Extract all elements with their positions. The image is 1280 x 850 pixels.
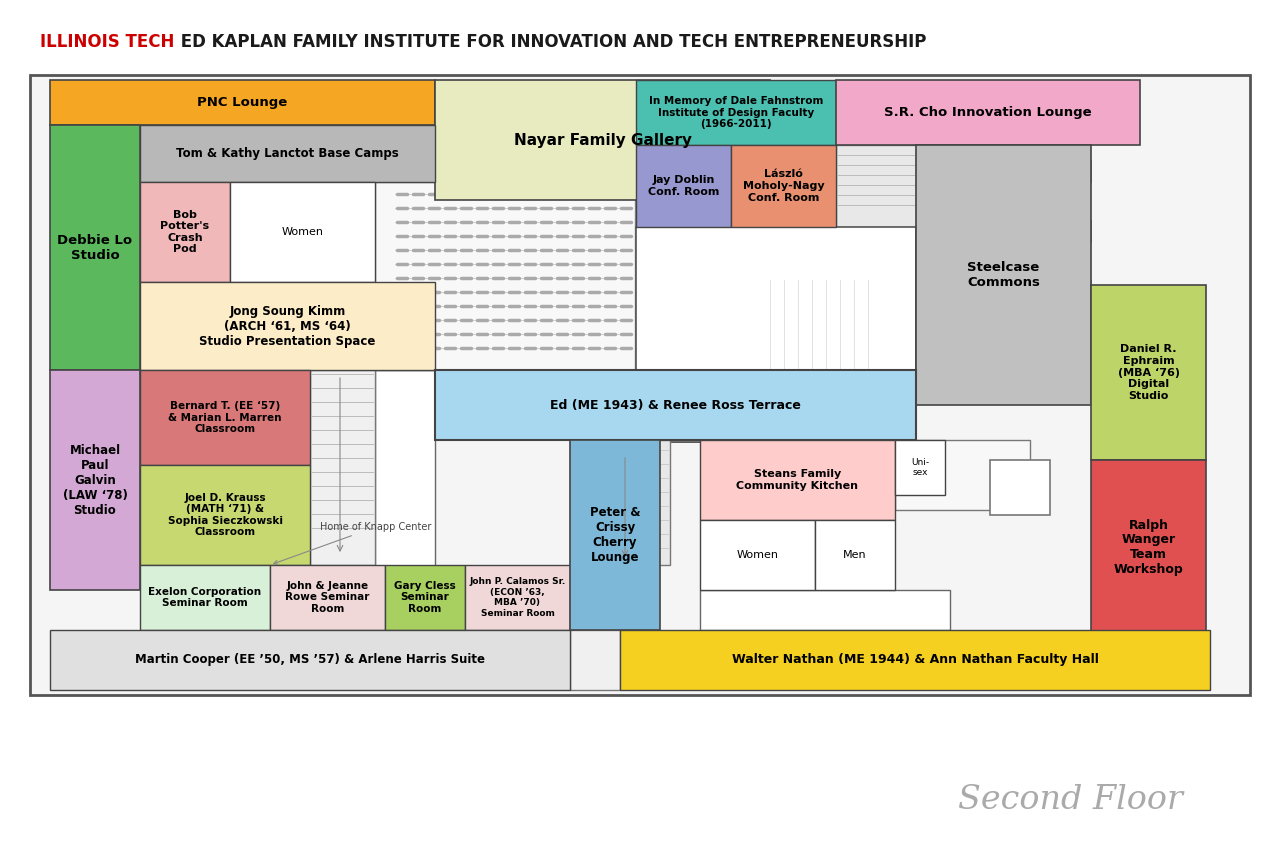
Bar [620, 630, 1210, 690]
Bar [50, 125, 140, 370]
Text: Jay Doblin
Conf. Room: Jay Doblin Conf. Room [648, 175, 719, 197]
Bar [836, 80, 1140, 145]
Text: Peter &
Crissy
Cherry
Lounge: Peter & Crissy Cherry Lounge [590, 506, 640, 564]
Bar [1091, 285, 1206, 460]
Bar [895, 440, 945, 495]
Bar [1080, 160, 1091, 182]
Text: Jong Soung Kimm
(ARCH ‘61, MS ‘64)
Studio Presentation Space: Jong Soung Kimm (ARCH ‘61, MS ‘64) Studi… [200, 304, 376, 348]
Bar [310, 370, 375, 565]
Text: Steans Family
Community Kitchen: Steans Family Community Kitchen [736, 469, 859, 490]
Bar [989, 460, 1050, 515]
Bar [375, 370, 435, 630]
Text: Debbie Lo
Studio: Debbie Lo Studio [58, 234, 133, 262]
Text: László
Moholy-Nagy
Conf. Room: László Moholy-Nagy Conf. Room [742, 169, 824, 202]
Bar [270, 565, 385, 630]
Bar [590, 440, 669, 565]
Bar [50, 370, 140, 590]
Text: Joel D. Krauss
(MATH ‘71) &
Sophia Sieczkowski
Classroom: Joel D. Krauss (MATH ‘71) & Sophia Siecz… [168, 493, 283, 537]
Bar [1080, 280, 1091, 302]
Text: Women: Women [736, 550, 778, 560]
Text: Michael
Paul
Galvin
(LAW ‘78)
Studio: Michael Paul Galvin (LAW ‘78) Studio [63, 444, 128, 517]
Bar [435, 80, 771, 200]
Bar [836, 145, 916, 227]
Text: Women: Women [282, 227, 324, 237]
Text: ED KAPLAN FAMILY INSTITUTE FOR INNOVATION AND TECH ENTREPRENEURSHIP: ED KAPLAN FAMILY INSTITUTE FOR INNOVATIO… [175, 33, 927, 51]
Text: Walter Nathan (ME 1944) & Ann Nathan Faculty Hall: Walter Nathan (ME 1944) & Ann Nathan Fac… [732, 654, 1098, 666]
Bar [140, 282, 435, 370]
Text: Tom & Kathy Lanctot Base Camps: Tom & Kathy Lanctot Base Camps [177, 147, 399, 160]
Text: Ralph
Wanger
Team
Workshop: Ralph Wanger Team Workshop [1114, 518, 1184, 576]
Bar [1080, 340, 1091, 362]
Bar [435, 370, 916, 440]
Text: PNC Lounge: PNC Lounge [197, 96, 288, 109]
Text: In Memory of Dale Fahnstrom
Institute of Design Faculty
(1966-2011): In Memory of Dale Fahnstrom Institute of… [649, 96, 823, 129]
Bar [731, 145, 836, 227]
Bar [375, 182, 635, 370]
Bar [140, 465, 310, 565]
Bar [700, 520, 815, 590]
Bar [465, 565, 570, 630]
Text: John & Jeanne
Rowe Seminar
Room: John & Jeanne Rowe Seminar Room [285, 581, 370, 614]
Bar [660, 227, 916, 442]
Bar [50, 630, 570, 690]
Bar [700, 440, 895, 520]
Text: John P. Calamos Sr.
(ECON ’63,
MBA ’70)
Seminar Room: John P. Calamos Sr. (ECON ’63, MBA ’70) … [470, 577, 566, 618]
Bar [700, 590, 950, 630]
Bar [570, 440, 660, 630]
Text: Bob
Potter's
Crash
Pod: Bob Potter's Crash Pod [160, 210, 210, 254]
Bar [636, 145, 731, 227]
Text: Steelcase
Commons: Steelcase Commons [968, 261, 1039, 289]
Bar [1080, 220, 1091, 242]
Text: Gary Cless
Seminar
Room: Gary Cless Seminar Room [394, 581, 456, 614]
Text: Bernard T. (EE ‘57)
& Marian L. Marren
Classroom: Bernard T. (EE ‘57) & Marian L. Marren C… [168, 401, 282, 434]
Bar [385, 565, 465, 630]
Bar [570, 630, 620, 690]
Bar [636, 80, 836, 145]
Bar [140, 565, 270, 630]
Bar [435, 182, 635, 370]
Bar [815, 520, 895, 590]
Text: ILLINOIS TECH: ILLINOIS TECH [40, 33, 174, 51]
Text: Men: Men [844, 550, 867, 560]
Bar [230, 182, 375, 282]
Bar [916, 145, 1091, 405]
Text: Nayar Family Gallery: Nayar Family Gallery [513, 133, 691, 148]
Bar [140, 370, 310, 465]
Text: Ed (ME 1943) & Renee Ross Terrace: Ed (ME 1943) & Renee Ross Terrace [550, 399, 801, 411]
Text: Martin Cooper (EE ’50, MS ’57) & Arlene Harris Suite: Martin Cooper (EE ’50, MS ’57) & Arlene … [134, 654, 485, 666]
Text: Daniel R.
Ephraim
(MBA ‘76)
Digital
Studio: Daniel R. Ephraim (MBA ‘76) Digital Stud… [1117, 344, 1179, 400]
Text: Second Floor: Second Floor [957, 784, 1183, 816]
Bar [895, 440, 1030, 510]
Bar [29, 75, 1251, 695]
Text: Uni-
sex: Uni- sex [911, 458, 929, 477]
Text: Home of Knapp Center: Home of Knapp Center [274, 522, 431, 564]
Text: S.R. Cho Innovation Lounge: S.R. Cho Innovation Lounge [884, 106, 1092, 119]
Bar [140, 125, 435, 182]
Bar [1091, 460, 1206, 635]
Bar [636, 227, 916, 442]
Bar [50, 80, 435, 125]
Text: Exelon Corporation
Seminar Room: Exelon Corporation Seminar Room [148, 586, 261, 609]
Bar [140, 182, 230, 282]
